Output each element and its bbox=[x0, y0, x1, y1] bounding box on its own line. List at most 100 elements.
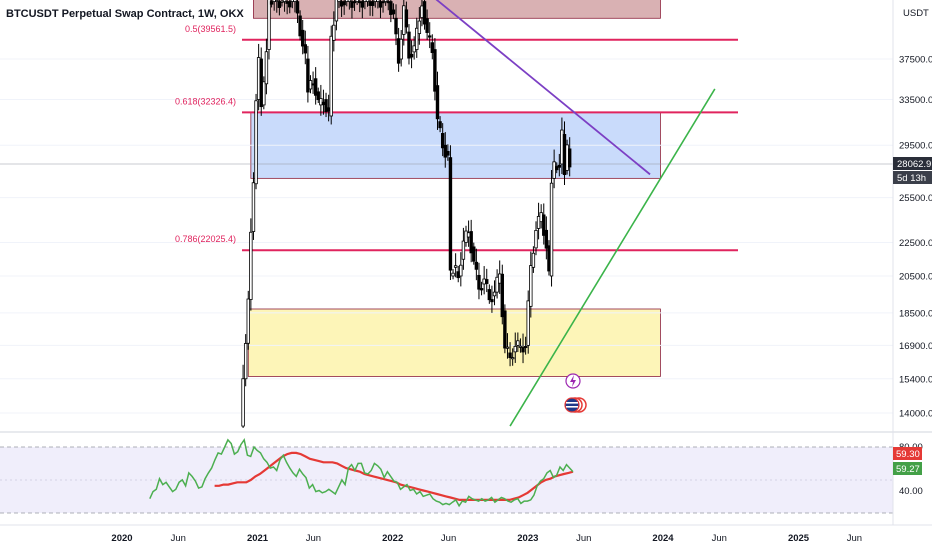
price-tick-label: 22500.0 bbox=[899, 238, 932, 249]
candle-body bbox=[549, 182, 554, 277]
candle-body bbox=[391, 9, 396, 15]
price-tick-label: 16900.0 bbox=[899, 341, 932, 352]
candle-body bbox=[306, 58, 310, 93]
candle-body bbox=[272, 0, 276, 2]
candle-body bbox=[332, 24, 336, 41]
price-tick-label: 29500.0 bbox=[899, 141, 932, 152]
candle-body bbox=[415, 27, 419, 50]
candle-body bbox=[490, 299, 494, 303]
candle-body bbox=[394, 17, 398, 35]
candle-body bbox=[438, 121, 442, 129]
lightning-event-icon[interactable] bbox=[565, 373, 581, 389]
candle-body bbox=[430, 42, 435, 54]
candle-body bbox=[428, 35, 432, 38]
time-tick-label: 2021 bbox=[247, 533, 269, 544]
candle-body bbox=[241, 378, 245, 427]
uptrend-line[interactable] bbox=[509, 88, 716, 427]
time-tick-label: 2023 bbox=[517, 533, 538, 544]
candle-body bbox=[373, 0, 377, 2]
candle-body bbox=[510, 357, 515, 360]
candle-body bbox=[381, 1, 385, 4]
candle-body bbox=[345, 0, 349, 2]
last-price-badge[interactable]: 28062.9 5d 13h bbox=[893, 157, 932, 184]
candle-body bbox=[469, 231, 473, 254]
fib-levels-layer: 0.5(39561.5) 0.618(32326.4) 0.786(22025.4) bbox=[175, 24, 738, 252]
rsi-value-badge: 59.30 bbox=[893, 447, 922, 460]
candle-body bbox=[518, 345, 523, 348]
downtrend-line[interactable] bbox=[419, 0, 651, 176]
candle-body bbox=[269, 1, 274, 5]
time-tick-label: Jun bbox=[576, 533, 591, 544]
price-tick-label: 37500.0 bbox=[899, 55, 932, 66]
candle-body bbox=[342, 1, 346, 6]
trendlines-layer bbox=[419, 0, 716, 427]
candle-body bbox=[264, 51, 269, 85]
rsi-current-value: 59.27 bbox=[896, 464, 920, 475]
candle-body bbox=[459, 264, 463, 277]
candle-body bbox=[246, 298, 250, 344]
price-axis-ticks: 37500.0 33500.0 29500.0 25500.0 22500.0 20500… bbox=[899, 55, 932, 420]
zones-layer bbox=[247, 0, 661, 377]
fib-label: 0.5(39561.5) bbox=[185, 24, 236, 34]
candle-body bbox=[485, 279, 489, 284]
candle-body bbox=[523, 346, 528, 349]
candle-body bbox=[324, 99, 328, 113]
candle-body bbox=[409, 53, 414, 58]
candle-body bbox=[474, 261, 479, 270]
candle-body bbox=[334, 0, 339, 22]
candle-body bbox=[508, 352, 512, 358]
time-tick-label: Jun bbox=[306, 533, 321, 544]
candle-body bbox=[555, 166, 559, 171]
candle-body bbox=[440, 133, 445, 149]
time-tick-label: Jun bbox=[847, 533, 862, 544]
candle-body bbox=[243, 343, 248, 380]
candle-body bbox=[293, 0, 297, 2]
candle-body bbox=[383, 0, 388, 2]
top-zone[interactable] bbox=[253, 0, 661, 19]
candle-body bbox=[360, 1, 365, 8]
price-tick-label: 20500.0 bbox=[899, 271, 932, 282]
candle-body bbox=[500, 273, 504, 318]
us-flag-event-icon[interactable] bbox=[564, 397, 587, 413]
rsi-tick-40: 40.00 bbox=[899, 486, 923, 497]
time-tick-label: Jun bbox=[712, 533, 727, 544]
time-tick-label: 2025 bbox=[788, 533, 810, 544]
candle-body bbox=[557, 164, 562, 168]
fib-label: 0.786(22025.4) bbox=[175, 234, 236, 244]
candle-body bbox=[355, 0, 359, 2]
candle-body bbox=[505, 346, 510, 349]
candle-body bbox=[531, 252, 536, 268]
candle-body bbox=[399, 38, 403, 60]
candle-body bbox=[529, 265, 533, 307]
last-price-value: 28062.9 bbox=[897, 159, 931, 170]
currency-label: USDT bbox=[903, 8, 929, 19]
candle-body bbox=[407, 31, 411, 59]
candle-body bbox=[472, 246, 476, 262]
time-tick-label: 2020 bbox=[111, 533, 132, 544]
yellow-zone[interactable] bbox=[247, 308, 661, 377]
candle-body bbox=[513, 345, 517, 353]
candles-layer bbox=[241, 0, 572, 428]
time-tick-label: 2022 bbox=[382, 533, 403, 544]
candle-body bbox=[422, 1, 427, 25]
candle-body bbox=[251, 182, 256, 232]
candle-body bbox=[404, 9, 409, 28]
countdown-value: 5d 13h bbox=[897, 173, 926, 184]
fib-label: 0.618(32326.4) bbox=[175, 96, 236, 106]
time-axis-ticks: 2020 Jun 2021 Jun 2022 Jun 2023 Jun 2024 Jun 2025 J… bbox=[111, 533, 862, 544]
candle-body bbox=[433, 49, 437, 92]
candle-body bbox=[479, 288, 484, 291]
price-tick-label: 33500.0 bbox=[899, 95, 932, 106]
candle-body bbox=[301, 29, 305, 47]
candle-body bbox=[451, 272, 455, 277]
candle-body bbox=[567, 148, 572, 168]
candle-body bbox=[516, 340, 520, 346]
candle-body bbox=[350, 1, 354, 8]
candle-body bbox=[536, 216, 541, 229]
candle-body bbox=[446, 151, 450, 156]
candle-body bbox=[521, 347, 525, 353]
time-tick-label: 2024 bbox=[652, 533, 674, 544]
candle-body bbox=[290, 0, 295, 2]
candle-body bbox=[461, 240, 466, 260]
